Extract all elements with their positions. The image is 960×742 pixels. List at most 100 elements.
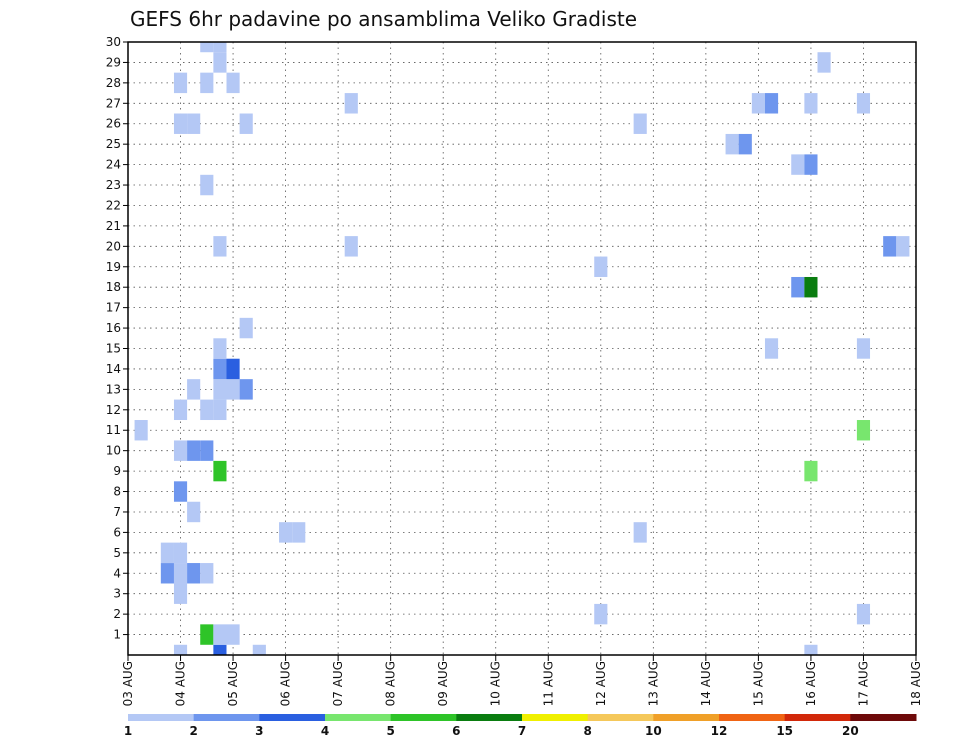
precip-cell — [239, 317, 253, 339]
y-tick-label: 21 — [106, 219, 121, 233]
colorbar-segment — [193, 714, 260, 721]
y-tick-label: 29 — [106, 55, 121, 69]
x-tick-label: 14 AUG — [699, 661, 713, 706]
chart-title: GEFS 6hr padavine po ansamblima Veliko G… — [130, 7, 637, 31]
precip-cell — [725, 133, 739, 155]
precip-cell — [764, 93, 779, 114]
precip-cell — [173, 542, 188, 564]
precip-cell — [751, 93, 765, 114]
precip-cell — [804, 154, 818, 175]
precip-cell — [200, 440, 214, 461]
y-tick-label: 28 — [106, 76, 121, 90]
y-tick-label: 4 — [113, 566, 121, 580]
colorbar-segment — [784, 714, 851, 721]
y-tick-label: 23 — [106, 178, 121, 192]
y-tick-label: 9 — [113, 464, 121, 478]
x-tick-label: 13 AUG — [646, 661, 660, 706]
colorbar-label: 2 — [189, 724, 197, 738]
x-tick-label: 07 AUG — [331, 661, 345, 706]
colorbar-label: 6 — [452, 724, 460, 738]
precip-cell — [213, 399, 227, 421]
precip-cell — [213, 358, 227, 380]
colorbar-label: 7 — [518, 724, 526, 738]
precip-cell — [187, 440, 201, 461]
precip-cell — [292, 522, 306, 543]
precip-cell — [213, 379, 227, 400]
y-tick-label: 7 — [113, 505, 121, 519]
colorbar-segment — [390, 714, 457, 721]
y-tick-label: 2 — [113, 607, 121, 621]
precipitation-cells — [134, 42, 910, 655]
precip-cell — [213, 42, 227, 53]
precip-cell — [200, 624, 214, 645]
y-tick-label: 17 — [106, 301, 121, 315]
precip-cell — [738, 133, 752, 155]
precip-cell — [187, 379, 201, 400]
colorbar-segment — [456, 714, 523, 721]
y-tick-label: 15 — [106, 342, 121, 356]
y-tick-label: 3 — [113, 587, 121, 601]
precip-cell — [200, 42, 214, 53]
y-tick-label: 13 — [106, 382, 121, 396]
precip-cell — [134, 420, 148, 441]
y-tick-label: 25 — [106, 137, 121, 151]
x-tick-label: 12 AUG — [594, 661, 608, 706]
precip-cell — [173, 481, 188, 502]
colorbar-segment — [522, 714, 589, 721]
colorbar-segment — [653, 714, 720, 721]
colorbar-label: 12 — [711, 724, 728, 738]
precip-cell — [226, 72, 240, 94]
y-tick-label: 24 — [106, 158, 121, 172]
precip-cell — [213, 624, 227, 645]
precip-cell — [226, 358, 240, 380]
colorbar-label: 5 — [386, 724, 394, 738]
x-tick-label: 08 AUG — [384, 661, 398, 706]
x-tick-label: 09 AUG — [436, 661, 450, 706]
colorbar-segment — [587, 714, 654, 721]
precip-cell — [633, 113, 647, 134]
precip-cell — [804, 644, 818, 655]
colorbar-label: 8 — [583, 724, 591, 738]
precip-cell — [896, 236, 910, 257]
y-tick-label: 22 — [106, 198, 121, 212]
x-tick-label: 06 AUG — [279, 661, 293, 706]
y-tick-label: 14 — [106, 362, 121, 376]
y-tick-label: 5 — [113, 546, 121, 560]
precip-cell — [883, 236, 897, 257]
precip-cell — [279, 522, 293, 543]
precip-cell — [213, 460, 227, 482]
precip-cell — [160, 542, 174, 564]
precip-cell — [173, 440, 188, 461]
precip-cell — [239, 379, 253, 400]
precip-cell — [173, 399, 188, 421]
colorbar-segment — [719, 714, 786, 721]
precip-cell — [200, 174, 214, 196]
x-tick-label: 16 AUG — [804, 661, 818, 706]
colorbar-label: 4 — [321, 724, 329, 738]
precip-cell — [856, 603, 871, 625]
colorbar-segment — [259, 714, 326, 721]
colorbar-label: 20 — [842, 724, 859, 738]
y-tick-label: 10 — [106, 444, 121, 458]
y-tick-label: 6 — [113, 525, 121, 539]
colorbar-label: 3 — [255, 724, 263, 738]
colorbar-label: 1 — [124, 724, 132, 738]
precip-cell — [239, 113, 253, 134]
precip-cell — [173, 583, 188, 604]
y-tick-label: 1 — [113, 628, 121, 642]
colorbar-label: 10 — [645, 724, 662, 738]
y-tick-label: 18 — [106, 280, 121, 294]
precip-cell — [856, 93, 871, 114]
x-tick-label: 04 AUG — [174, 661, 188, 706]
precip-cell — [200, 563, 214, 584]
precip-cell — [226, 379, 240, 400]
precip-cell — [173, 72, 188, 94]
colorbar-segment — [850, 714, 917, 721]
precip-cell — [633, 522, 647, 543]
colorbar: 1 2 3 4 5 6 7 8 10 12 15 20 — [124, 714, 917, 738]
precip-cell — [200, 399, 214, 421]
precip-cell — [856, 338, 871, 359]
precip-cell — [213, 236, 227, 257]
precip-cell — [187, 113, 201, 134]
